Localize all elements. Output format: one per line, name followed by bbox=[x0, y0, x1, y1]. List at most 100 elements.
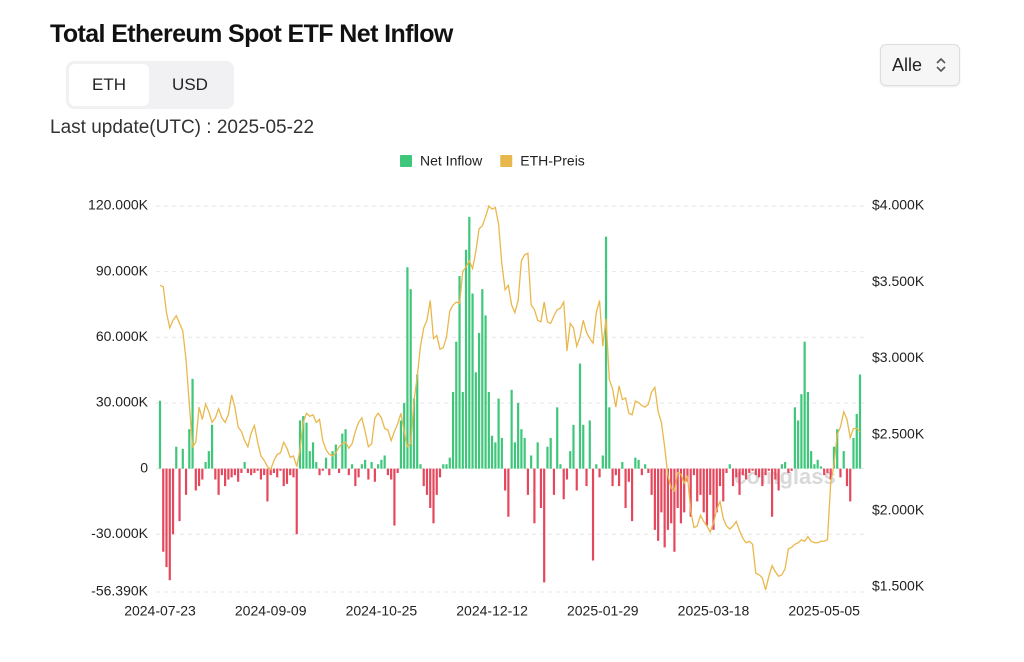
bar bbox=[735, 468, 738, 478]
bar bbox=[240, 468, 243, 473]
bar bbox=[383, 455, 386, 469]
bar bbox=[204, 462, 207, 469]
y-tick-label: -56.390K bbox=[91, 583, 148, 599]
legend-swatch bbox=[400, 155, 412, 167]
bar bbox=[497, 398, 500, 469]
bar bbox=[591, 468, 595, 561]
bar bbox=[832, 446, 836, 469]
bar bbox=[839, 468, 842, 478]
bar bbox=[539, 468, 543, 508]
bar bbox=[673, 468, 676, 552]
x-tick-label: 2025-03-18 bbox=[678, 603, 750, 619]
bar bbox=[784, 462, 787, 469]
tab[interactable]: USD bbox=[172, 75, 208, 94]
bar bbox=[546, 446, 549, 469]
bar bbox=[770, 468, 774, 517]
bar bbox=[787, 468, 790, 473]
bar bbox=[751, 468, 754, 471]
bar bbox=[644, 464, 647, 469]
bar bbox=[237, 468, 240, 482]
bar bbox=[630, 468, 634, 522]
bar bbox=[354, 468, 357, 487]
x-tick-label: 2025-05-05 bbox=[788, 603, 860, 619]
bar bbox=[500, 437, 503, 469]
bar bbox=[494, 442, 497, 469]
title: Total Ethereum Spot ETF Net Inflow bbox=[50, 20, 453, 48]
bar bbox=[438, 468, 442, 478]
bar bbox=[224, 468, 227, 487]
bar bbox=[399, 420, 403, 469]
bar bbox=[702, 468, 705, 513]
bar bbox=[582, 424, 585, 469]
bar bbox=[754, 468, 757, 476]
bar bbox=[279, 468, 282, 471]
bar bbox=[523, 437, 526, 469]
bar bbox=[621, 462, 624, 469]
bar bbox=[705, 468, 709, 526]
bar bbox=[585, 468, 588, 487]
bar bbox=[650, 468, 653, 495]
bar bbox=[484, 315, 487, 469]
bar bbox=[191, 378, 194, 469]
bar bbox=[461, 392, 464, 469]
bar bbox=[731, 468, 735, 487]
bar bbox=[442, 464, 445, 469]
y2-tick-label: $3.000K bbox=[872, 349, 925, 365]
bar bbox=[390, 468, 393, 480]
bar bbox=[614, 468, 617, 476]
bar bbox=[536, 442, 539, 469]
bar bbox=[396, 468, 399, 473]
bar bbox=[836, 429, 839, 469]
bar bbox=[767, 468, 770, 471]
bar bbox=[543, 468, 546, 583]
bar bbox=[474, 372, 477, 469]
bar bbox=[455, 341, 458, 469]
bar bbox=[188, 429, 191, 469]
y-tick-label: 90.000K bbox=[96, 262, 149, 278]
bar bbox=[269, 468, 272, 476]
bar bbox=[666, 468, 670, 530]
bar bbox=[634, 457, 637, 469]
bar bbox=[377, 464, 380, 469]
y2-tick-label: $1.500K bbox=[872, 578, 925, 594]
bar bbox=[790, 468, 793, 471]
dropdown[interactable]: Alle bbox=[880, 44, 960, 86]
bar bbox=[487, 392, 490, 469]
x-tick-label: 2024-09-09 bbox=[235, 603, 307, 619]
bar bbox=[722, 468, 725, 502]
bar bbox=[624, 468, 627, 508]
x-tick-label: 2024-12-12 bbox=[456, 603, 528, 619]
bar bbox=[852, 437, 855, 469]
bar bbox=[305, 422, 308, 469]
bar bbox=[507, 468, 510, 517]
bar bbox=[676, 468, 679, 508]
bar bbox=[738, 468, 741, 495]
y-tick-label: -30.000K bbox=[91, 525, 148, 541]
bar bbox=[175, 446, 178, 469]
bar bbox=[526, 468, 530, 495]
x-tick-label: 2024-10-25 bbox=[346, 603, 418, 619]
bar bbox=[360, 464, 363, 469]
bar bbox=[468, 216, 471, 469]
bar bbox=[334, 444, 337, 469]
bar bbox=[699, 468, 702, 495]
bar bbox=[764, 468, 767, 476]
y2-tick-label: $2.500K bbox=[872, 425, 925, 441]
bar bbox=[435, 468, 438, 495]
tab[interactable]: ETH bbox=[69, 64, 149, 106]
dropdown-label: Alle bbox=[892, 55, 923, 75]
x-tick-label: 2025-01-29 bbox=[567, 603, 639, 619]
bar bbox=[386, 468, 390, 476]
bar bbox=[803, 341, 806, 469]
bar bbox=[350, 464, 354, 469]
bar bbox=[256, 468, 259, 471]
y2-tick-label: $2.000K bbox=[872, 501, 925, 517]
bar bbox=[709, 468, 712, 495]
bar bbox=[429, 468, 432, 508]
y-tick-label: 0 bbox=[140, 459, 148, 475]
bar bbox=[292, 468, 295, 478]
bar bbox=[197, 468, 201, 487]
bar bbox=[233, 468, 236, 476]
bar bbox=[220, 468, 223, 476]
